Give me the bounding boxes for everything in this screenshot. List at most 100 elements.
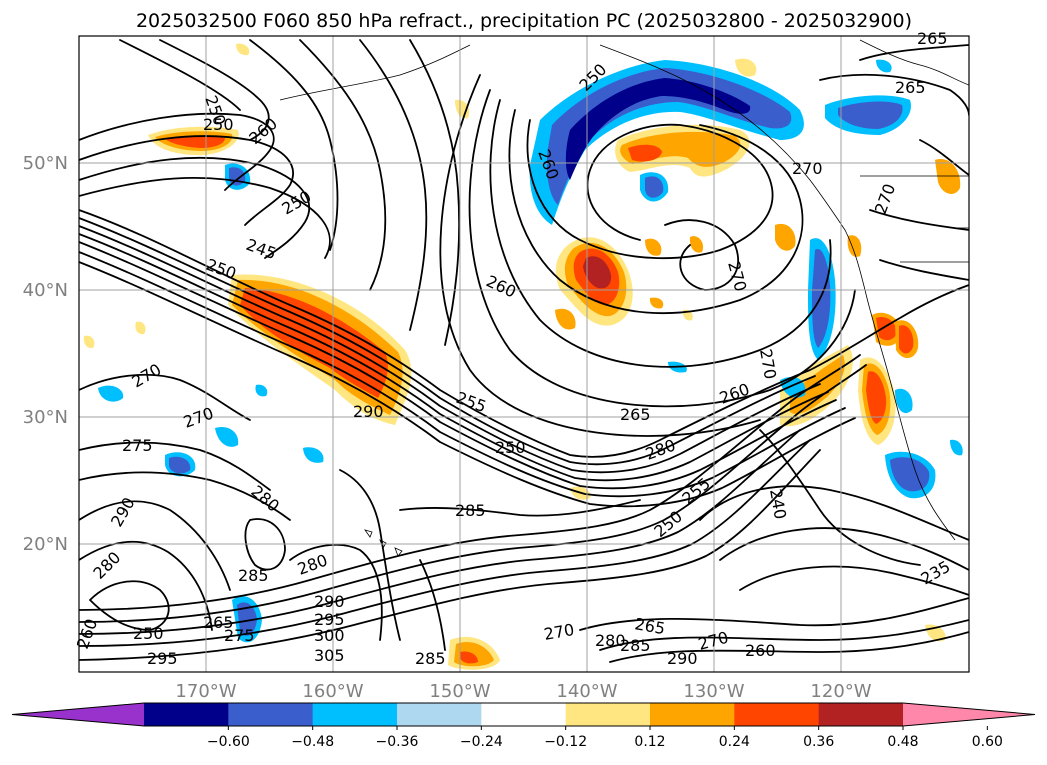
precip-positive-region: [735, 58, 757, 77]
colorbar-tick-label: 0.36: [803, 734, 834, 750]
lat-label: 50°N: [23, 153, 68, 174]
contour-label: 265: [620, 405, 651, 424]
colorbar-segment: [481, 703, 567, 726]
contour-label: 285: [620, 636, 651, 655]
colorbar-extend-low: [12, 703, 144, 726]
lon-label: 140°W: [556, 681, 617, 702]
refractivity-contour: [79, 241, 837, 490]
contour-label: 285: [455, 501, 486, 520]
precip-positive-region: [649, 297, 664, 309]
lon-label: 150°W: [429, 681, 490, 702]
refractivity-contour: [79, 441, 271, 491]
precip-positive-region: [83, 335, 95, 349]
precip-positive-region: [866, 371, 887, 424]
coastline: [364, 529, 373, 538]
precip-positive-region: [236, 43, 250, 56]
refractivity-contour: [79, 540, 213, 631]
precip-positive-region: [165, 135, 225, 148]
contour-label: 275: [122, 436, 153, 455]
coastline: [599, 44, 956, 541]
refractivity-contour: [579, 597, 969, 631]
refractivity-contour: [339, 469, 401, 641]
contour-label: 265: [895, 78, 926, 97]
precip-positive-region: [689, 236, 704, 253]
contour-label: 280: [595, 631, 626, 650]
refractivity-contour: [409, 39, 461, 346]
refractivity-contour: [89, 580, 170, 631]
colorbar-tick-label: 0.60: [972, 734, 1003, 750]
coastline: [394, 547, 403, 557]
refractivity-contour: [79, 112, 275, 191]
refractivity-contour: [739, 565, 969, 596]
refractivity-contour: [819, 73, 969, 116]
precip-negative-region: [895, 388, 913, 414]
refractivity-contour: [79, 217, 816, 466]
precip-positive-region: [628, 144, 662, 162]
precip-positive-region: [460, 651, 478, 664]
lon-label: 170°W: [175, 681, 236, 702]
refractivity-contour: [439, 74, 761, 437]
refractivity-contours: [79, 39, 969, 663]
refractivity-contour: [79, 261, 856, 508]
precip-negative-region: [565, 78, 751, 180]
refractivity-contour: [79, 156, 311, 259]
refractivity-contour: [79, 471, 291, 521]
colorbar-extend-high: [903, 703, 1035, 726]
precip-negative-region: [645, 176, 664, 198]
coastline: [279, 44, 471, 101]
contour-label: 290: [314, 592, 345, 611]
colorbar-tick-label: −0.24: [460, 734, 503, 750]
refractivity-contour: [79, 449, 821, 661]
refractivity-contour: [526, 119, 774, 260]
precip-positive-region: [899, 325, 914, 354]
refractivity-contour: [79, 233, 829, 482]
precip-positive-region: [645, 238, 662, 256]
colorbar-tick-label: 0.12: [634, 734, 665, 750]
precip-negative-region: [169, 456, 191, 474]
precip-positive-region: [583, 256, 612, 289]
colorbar-outline: [11, 702, 1036, 727]
precip-positive-region: [847, 235, 862, 257]
precip-positive-region: [240, 288, 388, 398]
refractivity-contour: [489, 99, 832, 368]
contour-label: 250: [495, 438, 526, 457]
precip-positive-region: [555, 308, 576, 330]
refractivity-contour: [79, 373, 251, 421]
refractivity-contour: [79, 251, 846, 498]
map-frame: [78, 35, 970, 673]
colorbar: −0.60 −0.48 −0.36 −0.24 −0.12 0.12 0.24 0.36 0.4…: [11, 702, 1036, 750]
contour-label: 295: [147, 649, 178, 668]
precip-negative-region: [812, 249, 831, 348]
precip-negative-region: [98, 385, 124, 402]
refractivity-contour: [79, 354, 861, 611]
precip-negative-region: [838, 101, 903, 129]
figure-title: 2025032500 F060 850 hPa refract., precip…: [136, 10, 912, 32]
contour-label: 295: [314, 610, 345, 629]
colorbar-segment: [312, 703, 398, 726]
contour-label: 265: [203, 613, 234, 632]
contour-label: 275: [224, 626, 255, 645]
refractivity-contour: [79, 225, 821, 474]
refractivity-contour: [244, 518, 286, 571]
refractivity-contour: [664, 219, 740, 291]
precip-negative-region: [237, 602, 257, 636]
colorbar-segment: [144, 703, 229, 726]
contour-label: 305: [314, 646, 345, 665]
colorbar-tick-label: 0.24: [719, 734, 750, 750]
graticule: [79, 36, 969, 672]
lat-labels: 50°N 40°N 30°N 20°N: [23, 153, 68, 555]
refractivity-contour: [468, 89, 856, 408]
refractivity-contour: [159, 39, 270, 141]
contour-label: 250: [133, 624, 164, 643]
contour-label: 285: [415, 649, 446, 668]
precip-negative-region: [950, 439, 963, 456]
contour-label: 260: [745, 641, 776, 660]
lat-label: 30°N: [23, 407, 68, 428]
lon-labels: 170°W 160°W 150°W 140°W 130°W 120°W: [175, 681, 871, 702]
refractivity-contour: [119, 39, 241, 111]
refractivity-contour: [79, 209, 969, 458]
coastline: [859, 39, 969, 86]
lat-label: 40°N: [23, 280, 68, 301]
precip-negative-region: [215, 426, 239, 447]
